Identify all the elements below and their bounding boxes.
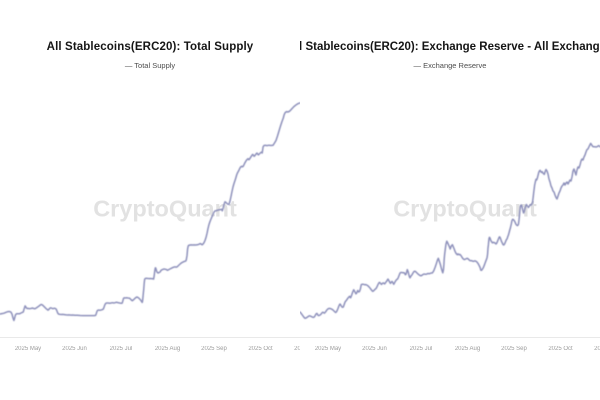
svg-text:2025 Jun: 2025 Jun [62,346,87,352]
svg-text:2025 Jun: 2025 Jun [362,346,387,352]
svg-text:2025 Aug: 2025 Aug [155,346,180,352]
svg-text:2025 May: 2025 May [315,346,341,352]
svg-text:2025 May: 2025 May [15,346,41,352]
svg-text:2025 Sep: 2025 Sep [201,346,227,352]
svg-text:CryptoQuant: CryptoQuant [393,196,537,222]
svg-text:2025 Sep: 2025 Sep [501,346,527,352]
svg-text:2025 Nov: 2025 Nov [294,346,300,352]
svg-text:2025 Jul: 2025 Jul [110,346,133,352]
svg-text:2025 Oct: 2025 Oct [548,346,573,352]
svg-text:2025 Jul: 2025 Jul [410,346,433,352]
svg-text:2025 Aug: 2025 Aug [455,346,480,352]
svg-text:2025 Oct: 2025 Oct [248,346,273,352]
svg-text:2025 Nov: 2025 Nov [594,346,600,352]
svg-text:CryptoQuant: CryptoQuant [93,196,237,222]
